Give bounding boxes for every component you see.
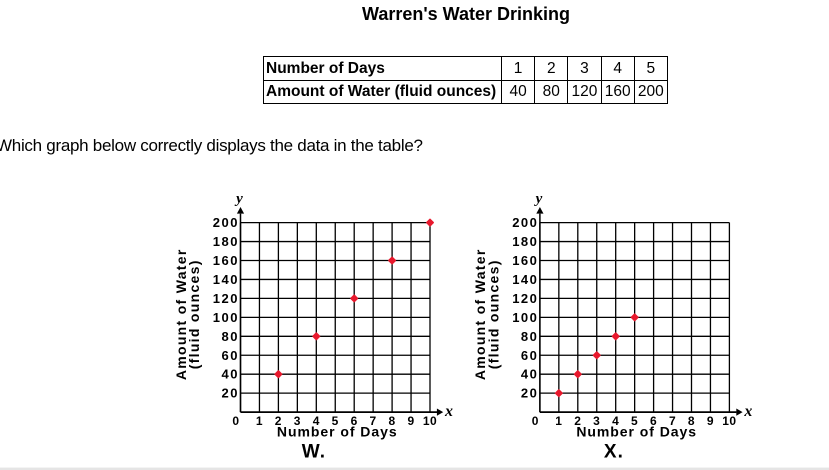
svg-text:3: 3: [294, 414, 301, 428]
svg-text:60: 60: [521, 348, 538, 363]
svg-text:6: 6: [351, 414, 358, 428]
svg-text:Number of Days: Number of Days: [576, 424, 697, 440]
svg-text:180: 180: [213, 234, 239, 249]
svg-text:7: 7: [370, 414, 377, 428]
svg-text:140: 140: [213, 272, 239, 287]
svg-text:20: 20: [521, 386, 538, 401]
svg-text:y: y: [534, 191, 543, 207]
svg-text:2: 2: [574, 414, 581, 428]
svg-text:4: 4: [313, 414, 320, 428]
svg-text:2: 2: [275, 414, 282, 428]
svg-text:20: 20: [222, 386, 239, 401]
svg-text:(fluid ounces): (fluid ounces): [186, 259, 202, 369]
svg-text:40: 40: [222, 367, 239, 382]
svg-text:60: 60: [222, 348, 239, 363]
svg-text:9: 9: [407, 414, 414, 428]
svg-text:120: 120: [512, 291, 538, 306]
svg-text:x: x: [743, 403, 752, 420]
svg-text:100: 100: [512, 310, 538, 325]
svg-text:160: 160: [512, 253, 538, 268]
svg-text:10: 10: [423, 414, 437, 428]
svg-text:1: 1: [256, 414, 263, 428]
svg-text:(fluid ounces): (fluid ounces): [486, 259, 502, 369]
svg-text:5: 5: [631, 414, 638, 428]
svg-text:y: y: [234, 191, 243, 207]
svg-text:8: 8: [688, 414, 695, 428]
svg-text:40: 40: [521, 367, 538, 382]
svg-text:10: 10: [722, 414, 736, 428]
svg-text:200: 200: [213, 215, 239, 230]
svg-text:80: 80: [521, 329, 538, 344]
svg-text:200: 200: [512, 215, 538, 230]
svg-text:0: 0: [232, 414, 239, 428]
svg-text:140: 140: [512, 272, 538, 287]
svg-text:180: 180: [512, 234, 538, 249]
svg-text:1: 1: [555, 414, 562, 428]
svg-text:160: 160: [213, 253, 239, 268]
svg-text:5: 5: [332, 414, 339, 428]
svg-text:7: 7: [669, 414, 676, 428]
svg-text:Amount of Water: Amount of Water: [173, 248, 189, 380]
svg-text:120: 120: [213, 291, 239, 306]
svg-text:80: 80: [222, 329, 239, 344]
svg-text:3: 3: [593, 414, 600, 428]
svg-text:9: 9: [707, 414, 714, 428]
svg-text:x: x: [444, 403, 453, 420]
svg-text:X.: X.: [604, 442, 624, 463]
svg-text:6: 6: [650, 414, 657, 428]
svg-text:0: 0: [532, 414, 539, 428]
svg-text:W.: W.: [302, 442, 327, 463]
svg-text:100: 100: [213, 310, 239, 325]
svg-text:Number of Days: Number of Days: [277, 424, 398, 440]
svg-text:4: 4: [612, 414, 619, 428]
svg-text:8: 8: [389, 414, 396, 428]
svg-text:Amount of Water: Amount of Water: [472, 248, 488, 380]
